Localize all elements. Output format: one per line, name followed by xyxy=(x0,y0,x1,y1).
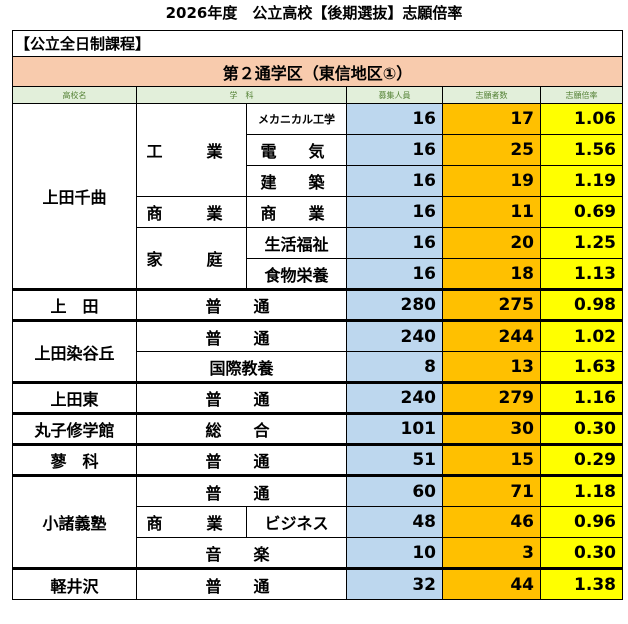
school-name: 上田染谷丘 xyxy=(12,319,137,383)
course: 普 通 xyxy=(136,474,347,507)
applicants: 20 xyxy=(442,227,541,259)
header-capacity: 募集人員 xyxy=(346,86,443,104)
department: 商 業 xyxy=(136,506,247,538)
course: 食物栄養 xyxy=(246,258,347,290)
school-name: 小諸義塾 xyxy=(12,474,137,569)
ratio: 1.19 xyxy=(540,165,623,197)
course: 生活福祉 xyxy=(246,227,347,259)
school-name: 上 田 xyxy=(12,288,137,321)
school-name: 蓼 科 xyxy=(12,443,137,476)
ratio: 1.06 xyxy=(540,103,623,135)
applicants: 44 xyxy=(442,567,541,600)
page-title: 2026年度 公立高校【後期選抜】志願倍率 xyxy=(165,4,463,22)
capacity: 16 xyxy=(346,103,443,135)
applicants: 275 xyxy=(442,288,541,321)
capacity: 16 xyxy=(346,258,443,290)
applicants: 18 xyxy=(442,258,541,290)
capacity: 280 xyxy=(346,288,443,321)
department: 商 業 xyxy=(136,196,247,228)
course: 電 気 xyxy=(246,134,347,166)
capacity: 16 xyxy=(346,196,443,228)
capacity: 240 xyxy=(346,381,443,414)
applicants: 279 xyxy=(442,381,541,414)
department: 工 業 xyxy=(136,103,247,197)
course: 普 通 xyxy=(136,443,347,476)
ratio: 1.38 xyxy=(540,567,623,600)
header-applicants: 志願者数 xyxy=(442,86,541,104)
applicants: 15 xyxy=(442,443,541,476)
course: 普 通 xyxy=(136,567,347,600)
ratio: 1.63 xyxy=(540,351,623,383)
ratio: 0.96 xyxy=(540,506,623,538)
school-name: 上田東 xyxy=(12,381,137,414)
district-header: 第２通学区（東信地区①） xyxy=(12,56,623,87)
school-name: 軽井沢 xyxy=(12,567,137,600)
header-school: 高校名 xyxy=(12,86,137,104)
capacity: 48 xyxy=(346,506,443,538)
applicants: 19 xyxy=(442,165,541,197)
capacity: 60 xyxy=(346,474,443,507)
school-name: 上田千曲 xyxy=(12,103,137,290)
header-ratio: 志願倍率 xyxy=(540,86,623,104)
applicants: 3 xyxy=(442,537,541,569)
ratio: 1.18 xyxy=(540,474,623,507)
course: 普 通 xyxy=(136,381,347,414)
ratio: 1.25 xyxy=(540,227,623,259)
course: 総 合 xyxy=(136,412,347,445)
capacity: 240 xyxy=(346,319,443,352)
ratio: 1.13 xyxy=(540,258,623,290)
applicants: 71 xyxy=(442,474,541,507)
ratio-table: 【公立全日制課程】 第２通学区（東信地区①） 高校名 学 科 募集人員 志願者数… xyxy=(12,30,623,600)
ratio: 0.30 xyxy=(540,412,623,445)
ratio: 0.29 xyxy=(540,443,623,476)
school-name: 丸子修学館 xyxy=(12,412,137,445)
ratio: 1.56 xyxy=(540,134,623,166)
capacity: 101 xyxy=(346,412,443,445)
ratio: 0.69 xyxy=(540,196,623,228)
department: 家 庭 xyxy=(136,227,247,290)
applicants: 25 xyxy=(442,134,541,166)
ratio: 1.02 xyxy=(540,319,623,352)
capacity: 8 xyxy=(346,351,443,383)
course: 建 築 xyxy=(246,165,347,197)
applicants: 17 xyxy=(442,103,541,135)
course: 商 業 xyxy=(246,196,347,228)
course: メカニカル工学 xyxy=(246,103,347,135)
course: ビジネス xyxy=(246,506,347,538)
capacity: 32 xyxy=(346,567,443,600)
ratio: 0.98 xyxy=(540,288,623,321)
applicants: 11 xyxy=(442,196,541,228)
capacity: 51 xyxy=(346,443,443,476)
section-label: 【公立全日制課程】 xyxy=(12,30,623,57)
ratio: 0.30 xyxy=(540,537,623,569)
capacity: 16 xyxy=(346,227,443,259)
course: 普 通 xyxy=(136,319,347,352)
capacity: 16 xyxy=(346,165,443,197)
course: 音 楽 xyxy=(136,537,347,569)
ratio: 1.16 xyxy=(540,381,623,414)
course: 国際教養 xyxy=(136,351,347,383)
ratio-sheet: 【公立全日制課程】 第２通学区（東信地区①） 高校名 学 科 募集人員 志願者数… xyxy=(12,30,623,600)
applicants: 46 xyxy=(442,506,541,538)
capacity: 16 xyxy=(346,134,443,166)
capacity: 10 xyxy=(346,537,443,569)
applicants: 30 xyxy=(442,412,541,445)
header-dept: 学 科 xyxy=(136,86,347,104)
applicants: 244 xyxy=(442,319,541,352)
applicants: 13 xyxy=(442,351,541,383)
course: 普 通 xyxy=(136,288,347,321)
